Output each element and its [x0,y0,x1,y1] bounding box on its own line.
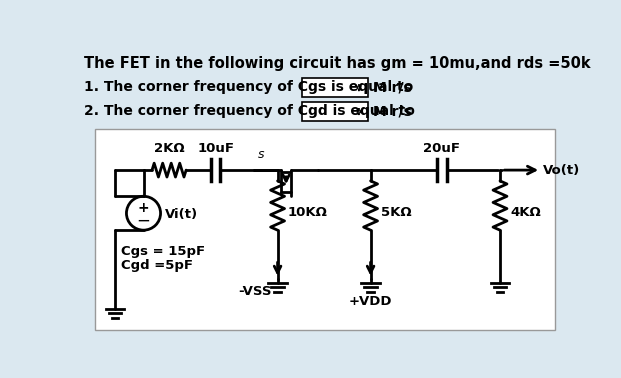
Text: +VDD: +VDD [349,295,392,308]
Text: Vi(t): Vi(t) [165,208,198,221]
Text: M r/s: M r/s [373,105,412,119]
Text: +: + [138,201,149,215]
Bar [94,129,555,330]
Text: Cgs = 15pF: Cgs = 15pF [121,245,205,258]
Text: 2KΩ: 2KΩ [154,142,184,155]
Text: The FET in the following circuit has gm = 10mu,and rds =50k: The FET in the following circuit has gm … [84,56,591,71]
Text: M r/s: M r/s [373,81,412,95]
Text: 10KΩ: 10KΩ [288,206,327,219]
Text: 10uF: 10uF [197,142,234,155]
Text: −: − [137,211,150,229]
Text: 2. The corner frequency of Cgd is equal to: 2. The corner frequency of Cgd is equal … [84,104,415,118]
Bar [302,102,368,121]
Bar [302,79,368,97]
Text: 1. The corner frequency of Cgs is equal to: 1. The corner frequency of Cgs is equal … [84,80,413,94]
Text: 5KΩ: 5KΩ [381,206,411,219]
Text: Vo(t): Vo(t) [543,164,581,177]
Text: 20uF: 20uF [424,142,460,155]
Text: 4KΩ: 4KΩ [510,206,541,219]
Text: -VSS: -VSS [238,285,271,298]
Text: s: s [258,148,265,161]
Text: Cgd =5pF: Cgd =5pF [121,259,193,272]
